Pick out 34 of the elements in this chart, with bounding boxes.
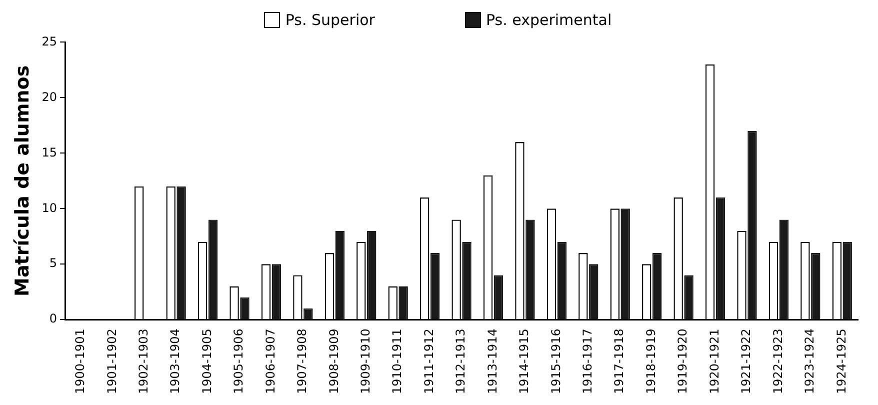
x-tick-label: 1905-1906 [232, 328, 246, 394]
legend-label: Ps. Superior [285, 11, 375, 29]
x-tick-label: 1923-1924 [802, 328, 817, 394]
x-tick-label: 1922-1923 [770, 328, 785, 394]
x-tick-label: 1912-1913 [454, 328, 468, 394]
x-tick-label: 1917-1918 [612, 328, 626, 394]
x-tick-label: 1903-1904 [168, 328, 182, 394]
y-tick-label: 5 [49, 256, 58, 270]
x-tick-label: 1918-1919 [644, 328, 658, 394]
x-tick-label: 1913-1914 [485, 328, 500, 394]
y-axis-title: Matrícula de alumnos [11, 65, 34, 296]
x-tick-label: 1911-1912 [422, 328, 436, 394]
x-tick-label: 1921-1922 [739, 328, 754, 394]
x-tick-label: 1908-1909 [326, 328, 341, 394]
x-tick-label: 1909-1910 [358, 328, 373, 394]
x-tick-label: 1915-1916 [548, 328, 563, 394]
x-tick-label: 1919-1920 [676, 328, 690, 394]
x-tick-label: 1902-1903 [136, 328, 150, 394]
x-tick-label: 1920-1921 [707, 328, 722, 394]
y-tick-label: 0 [49, 312, 58, 326]
x-tick-label: 1914-1915 [517, 328, 532, 394]
legend-label: Ps. experimental [486, 11, 612, 29]
x-tick-label: 1904-1905 [200, 328, 214, 394]
y-tick-label: 15 [42, 145, 58, 160]
x-tick-label: 1907-1908 [295, 328, 310, 394]
x-tick-label: 1900-1901 [73, 328, 88, 394]
x-tick-label: 1910-1911 [390, 328, 404, 394]
y-tick-label: 20 [42, 90, 58, 104]
x-tick-label: 1924-1925 [834, 328, 848, 394]
x-tick-label: 1916-1917 [580, 328, 595, 394]
x-tick-label: 1901-1902 [104, 328, 119, 394]
y-tick-label: 25 [42, 34, 58, 48]
x-tick-label: 1906-1907 [263, 328, 278, 394]
y-tick-label: 10 [42, 200, 58, 215]
